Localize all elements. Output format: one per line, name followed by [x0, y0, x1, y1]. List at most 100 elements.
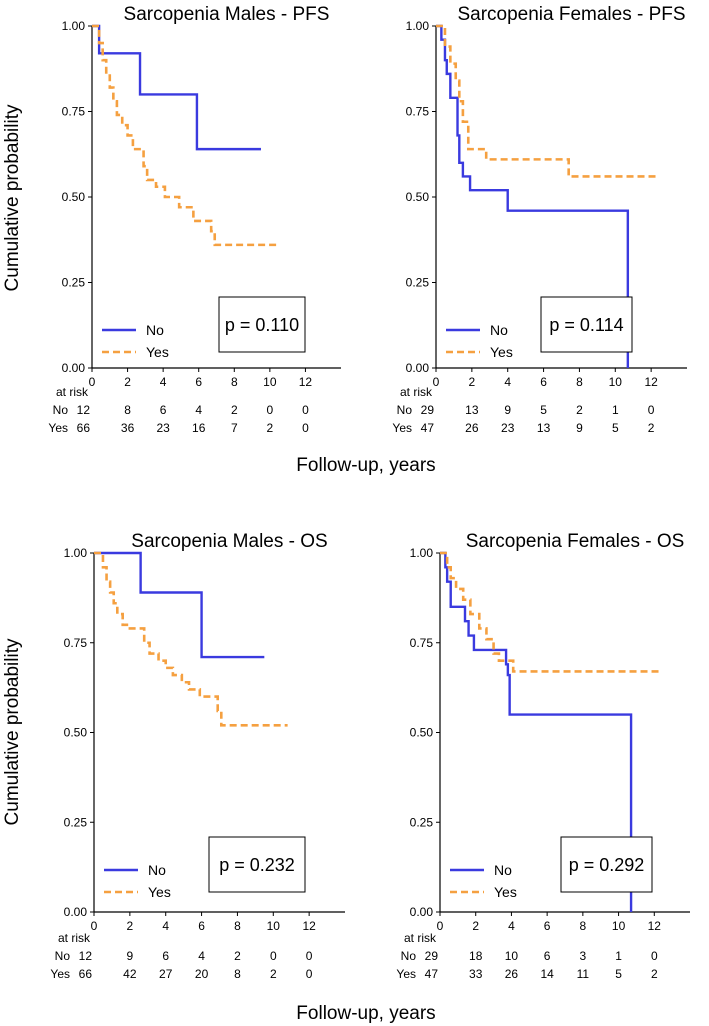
legend-label-yes: Yes: [490, 344, 513, 360]
p-value: p = 0.232: [219, 855, 295, 875]
at-risk-label: at risk: [56, 385, 89, 399]
x-tick-label: 0: [91, 919, 98, 933]
p-value-box: [208, 836, 306, 893]
risk-count: 9: [576, 421, 583, 435]
x-tick-label: 0: [89, 375, 96, 389]
risk-count: 26: [505, 967, 519, 981]
x-tick-label: 12: [648, 919, 662, 933]
risk-group-label: Yes: [392, 421, 412, 435]
risk-group-label: Yes: [50, 967, 70, 981]
x-tick-label: 4: [504, 375, 511, 389]
x-tick-label: 6: [198, 919, 205, 933]
x-tick-label: 12: [644, 375, 658, 389]
km-curve-yes: [94, 551, 288, 727]
chart-title: Sarcopenia Males - OS: [131, 531, 327, 552]
y-tick-label: 0.50: [406, 190, 430, 204]
legend-label-yes: Yes: [148, 884, 171, 900]
x-tick-label: 10: [267, 919, 281, 933]
risk-count: 2: [234, 949, 241, 963]
legend-label-no: No: [148, 862, 166, 878]
y-tick-label: 0.25: [410, 815, 434, 829]
y-axis-label-bottom: Cumulative probability: [2, 638, 23, 825]
chart-title: Sarcopenia Females - OS: [466, 531, 685, 552]
x-tick-label: 8: [580, 919, 587, 933]
x-tick-label: 8: [234, 919, 241, 933]
risk-count: 8: [124, 403, 131, 417]
chart-panel-2: Sarcopenia Females - PFS 0.00 0.25 0.50 0.75…: [392, 4, 687, 435]
risk-count: 27: [159, 967, 173, 981]
risk-count: 36: [121, 421, 135, 435]
risk-count: 4: [195, 403, 202, 417]
p-value: p = 0.292: [569, 855, 645, 875]
risk-count: 66: [79, 967, 93, 981]
risk-count: 9: [504, 403, 511, 417]
legend-label-yes: Yes: [146, 344, 169, 360]
p-value-box: [540, 296, 633, 353]
y-tick-label: 0.75: [64, 636, 88, 650]
x-tick-label: 6: [540, 375, 547, 389]
x-tick-label: 4: [162, 919, 169, 933]
risk-count: 0: [306, 967, 313, 981]
km-curve-no: [436, 24, 630, 368]
risk-count: 13: [537, 421, 551, 435]
risk-count: 26: [465, 421, 479, 435]
risk-count: 11: [577, 967, 590, 981]
chart-panel-3: Sarcopenia Males - OS 0.00 0.25 0.50 0.75 1.0…: [50, 531, 345, 981]
legend-label-no: No: [146, 322, 164, 338]
x-axis-label-bottom: Follow-up, years: [296, 1003, 435, 1024]
risk-count: 6: [544, 949, 551, 963]
y-tick-label: 1.00: [62, 19, 86, 33]
x-tick-label: 4: [160, 375, 167, 389]
x-tick-label: 2: [124, 375, 131, 389]
y-tick-label: 1.00: [64, 546, 88, 560]
x-tick-label: 8: [231, 375, 238, 389]
x-tick-label: 2: [472, 919, 479, 933]
risk-count: 10: [505, 949, 519, 963]
legend-label-yes: Yes: [494, 884, 517, 900]
x-tick-label: 10: [612, 919, 626, 933]
risk-count: 0: [306, 949, 313, 963]
risk-group-label: No: [55, 949, 71, 963]
y-tick-label: 1.00: [406, 19, 430, 33]
km-curve-yes: [92, 24, 279, 247]
risk-count: 47: [425, 967, 439, 981]
km-curve-no: [92, 24, 261, 151]
legend-label-no: No: [494, 862, 512, 878]
chart-title: Sarcopenia Females - PFS: [457, 4, 685, 25]
y-tick-label: 0.50: [62, 190, 86, 204]
p-value: p = 0.114: [549, 315, 623, 335]
km-curve-yes: [440, 551, 660, 673]
risk-group-label: No: [401, 949, 417, 963]
risk-count: 2: [648, 421, 655, 435]
x-tick-label: 2: [469, 375, 476, 389]
y-tick-label: 0.75: [62, 105, 86, 119]
risk-group-label: Yes: [396, 967, 416, 981]
p-value-box: [560, 836, 653, 893]
risk-count: 14: [540, 967, 554, 981]
y-tick-label: 0.75: [410, 636, 434, 650]
x-tick-label: 4: [508, 919, 515, 933]
p-value: p = 0.110: [225, 315, 299, 335]
x-tick-label: 0: [433, 375, 440, 389]
risk-count: 5: [540, 403, 547, 417]
km-curve-no: [94, 551, 265, 659]
risk-count: 0: [267, 403, 274, 417]
risk-count: 6: [160, 403, 167, 417]
risk-count: 20: [195, 967, 209, 981]
chart-panel-1: Sarcopenia Males - PFS 0.00 0.25 0.50 0.75 1.…: [48, 4, 341, 435]
risk-count: 9: [127, 949, 134, 963]
at-risk-label: at risk: [404, 931, 437, 945]
y-tick-label: 0.50: [410, 726, 434, 740]
risk-count: 47: [421, 421, 435, 435]
risk-count: 66: [77, 421, 91, 435]
risk-count: 4: [198, 949, 205, 963]
x-tick-label: 10: [263, 375, 277, 389]
legend-label-no: No: [490, 322, 508, 338]
y-tick-label: 0.25: [406, 276, 430, 290]
y-tick-label: 1.00: [410, 546, 434, 560]
risk-count: 2: [270, 967, 277, 981]
km-curve-yes: [436, 24, 657, 178]
x-tick-label: 8: [576, 375, 583, 389]
y-tick-label: 0.00: [64, 905, 88, 919]
at-risk-label: at risk: [400, 385, 433, 399]
